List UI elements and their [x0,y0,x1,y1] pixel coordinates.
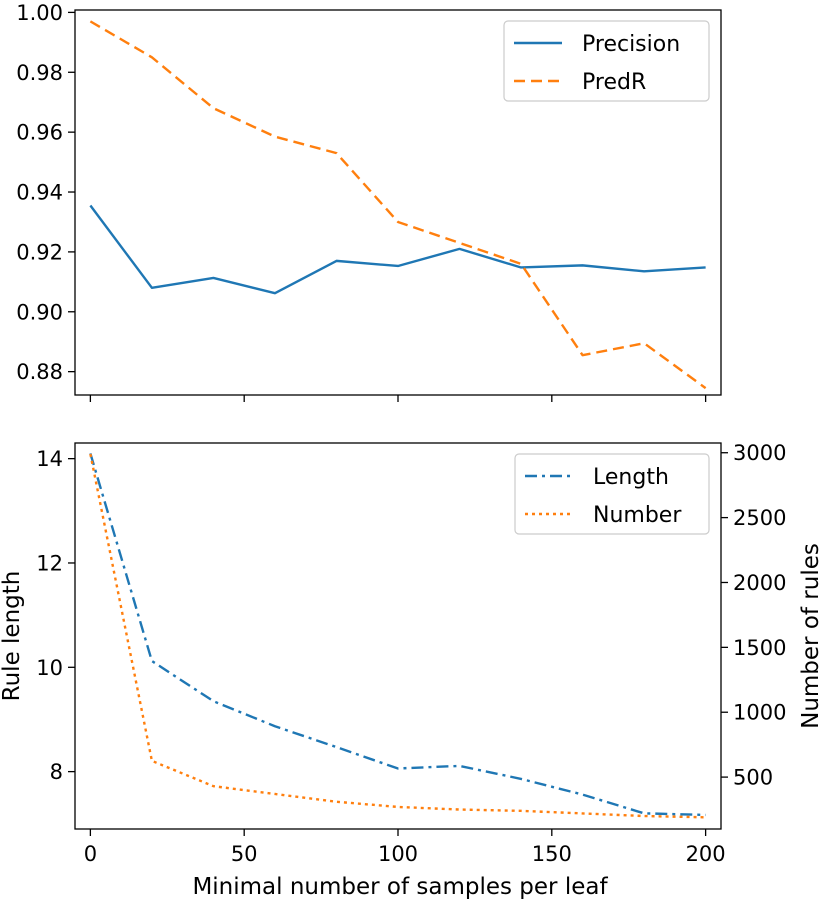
y-tick-label-right: 2000 [733,571,786,595]
y-tick-label-right: 500 [733,766,773,790]
top-chart: 0.88 0.90 0.92 0.94 0.96 0.98 1.00 Precision Pre… [16,1,722,402]
series-line-length [89,453,706,817]
series-line-precision [89,204,706,295]
series-line-number [89,453,706,819]
series-line-predr [89,20,707,390]
y-tick-label-right: 3000 [733,441,786,465]
y-tick-label: 10 [36,656,63,680]
bottom-chart: 0 50 100 150 200 8 10 12 14 500 1000 1500 2000 2500 30… [0,441,824,899]
y-tick-label: 0.96 [16,121,63,145]
x-tick-label: 200 [686,842,726,866]
x-axis-label: Minimal number of samples per leaf [192,874,608,899]
y-axis-label-left: Rule length [0,571,25,702]
x-tick-label: 100 [378,842,418,866]
legend-label: Precision [582,32,680,57]
y-tick-label: 0.98 [16,61,63,85]
y-tick-label: 14 [36,447,63,471]
y-tick-label-right: 2500 [733,506,786,530]
legend-label: Length [593,465,669,490]
y-axis-label-right: Number of rules [798,543,824,729]
legend-label: Number [593,503,682,528]
x-tick-label: 150 [532,842,572,866]
y-tick-label: 0.90 [16,300,63,324]
legend-box [514,453,710,535]
x-tick-label: 0 [84,842,97,866]
y-tick-label: 1.00 [16,1,63,25]
y-tick-label: 0.88 [16,360,63,384]
x-tick-label: 50 [231,842,258,866]
legend-label: PredR [582,70,646,95]
y-tick-label-right: 1500 [733,636,786,660]
y-tick-label: 12 [36,551,63,575]
y-tick-label-right: 1000 [733,701,786,725]
y-tick-label: 0.94 [16,181,63,205]
y-tick-label: 8 [50,760,63,784]
y-tick-label: 0.92 [16,240,63,264]
